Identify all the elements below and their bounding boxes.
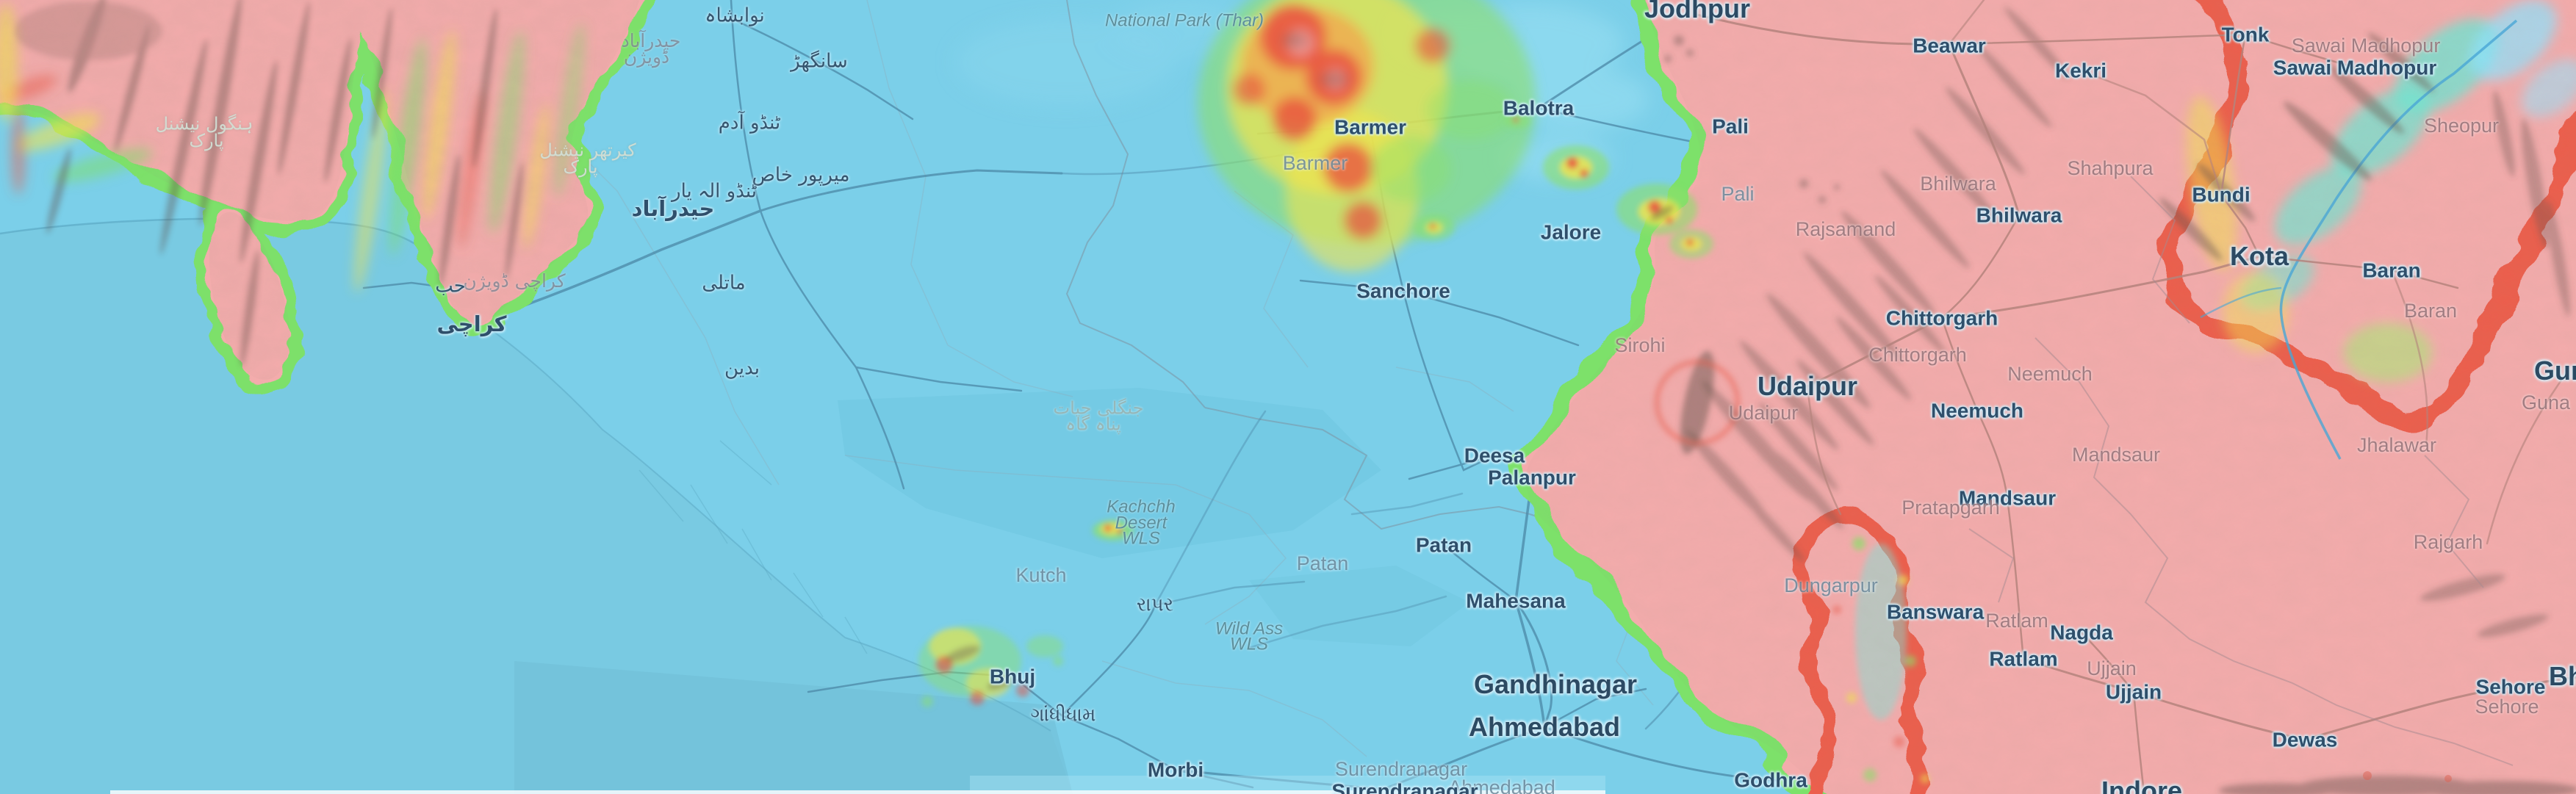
thar-hills <box>1198 0 1536 272</box>
boundaries-plateau <box>1968 176 2514 766</box>
roads-plateau <box>1696 0 2576 794</box>
hill-speckles <box>918 114 1713 707</box>
tile-artifact-white <box>110 790 1605 794</box>
